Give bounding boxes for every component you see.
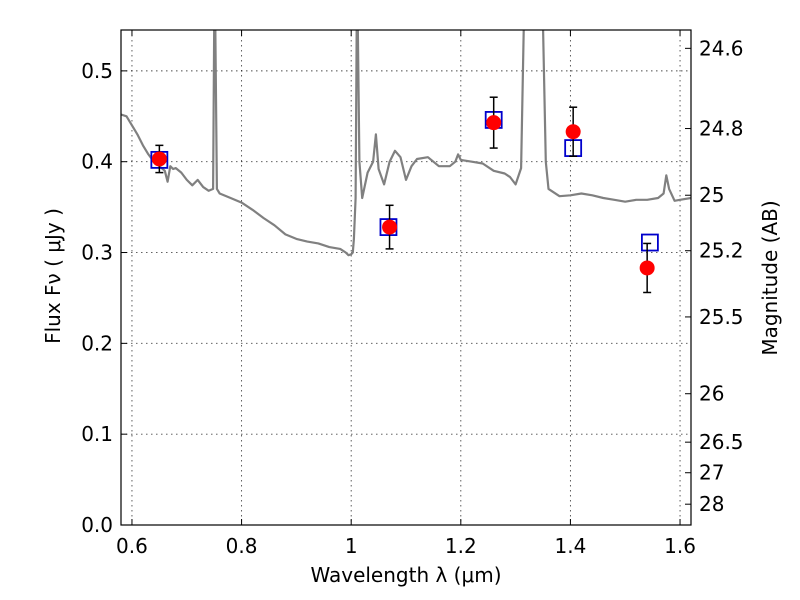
y2-axis-label: Magnitude (AB) xyxy=(758,200,782,355)
model-spectrum-line xyxy=(121,30,691,257)
y-tick-label: 0.4 xyxy=(81,150,113,174)
y-tick-label: 0.2 xyxy=(81,331,113,355)
y-tick-label: 0.5 xyxy=(81,59,113,83)
y-tick-label: 0.1 xyxy=(81,422,113,446)
observed-flux-point xyxy=(565,124,581,140)
observed-flux-point xyxy=(639,260,655,276)
mag-tick-label: 26.5 xyxy=(699,430,744,454)
mag-tick-label: 27 xyxy=(699,461,724,485)
model-spectrum-layer xyxy=(121,30,691,257)
y-tick-label: 0.0 xyxy=(81,513,113,537)
model-photometry-square xyxy=(640,233,659,252)
x-tick-label: 1.6 xyxy=(664,534,696,558)
observed-flux-point xyxy=(486,115,502,131)
x-tick-label: 0.8 xyxy=(226,534,258,558)
mag-tick-label: 24.8 xyxy=(699,117,744,141)
photometry-layer xyxy=(150,96,659,294)
x-tick-label: 1 xyxy=(345,534,358,558)
mag-tick-label: 24.6 xyxy=(699,36,744,60)
mag-tick-label: 25 xyxy=(699,183,724,207)
mag-tick-label: 25.5 xyxy=(699,305,744,329)
observed-flux-point xyxy=(382,219,398,235)
mag-tick-label: 28 xyxy=(699,492,724,516)
mag-tick-label: 26 xyxy=(699,382,724,406)
grid-layer xyxy=(121,30,691,526)
mag-tick-label: 25.2 xyxy=(699,239,744,263)
x-tick-label: 1.2 xyxy=(445,534,477,558)
x-tick-label: 0.6 xyxy=(116,534,148,558)
y-tick-label: 0.3 xyxy=(81,241,113,265)
observed-flux-point xyxy=(151,151,167,167)
ticks-layer: 0.6 0.8 1 1.2 1.4 1.6 0.0 0.1 0.2 0.3 0.4 0.5 24.6 24… xyxy=(81,30,744,558)
x-tick-label: 1.4 xyxy=(555,534,587,558)
plot-frame xyxy=(120,29,692,526)
y-axis-label: Flux Fν ( μJy ) xyxy=(41,208,65,344)
x-axis-label: Wavelength λ (μm) xyxy=(310,563,501,587)
